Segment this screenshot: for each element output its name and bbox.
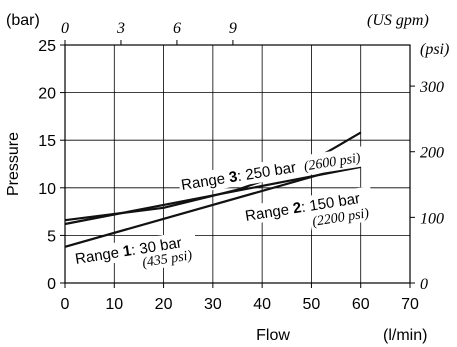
y-right-tick-label: 200 <box>420 145 444 162</box>
x-top-tick-label: 3 <box>116 20 125 37</box>
x-tick-label: 50 <box>303 296 321 313</box>
y-tick-label: 5 <box>47 228 56 245</box>
y-unit-label: (bar) <box>6 12 40 29</box>
range-2-sublabel-bg <box>308 202 383 231</box>
x-top-tick-label: 9 <box>229 20 237 37</box>
x-top-unit-label: (US gpm) <box>367 12 429 29</box>
y-tick-label: 0 <box>47 276 56 293</box>
range-1-label-bg <box>71 230 198 270</box>
x-top-tick-label: 0 <box>61 20 69 37</box>
range-3-label: Range 3: 250 bar (2600 psi) <box>177 142 392 196</box>
plot-frame <box>64 44 411 284</box>
y-tick-label: 15 <box>38 133 56 150</box>
x-tick-label: 70 <box>401 296 419 313</box>
y-tick-label: 10 <box>38 181 56 198</box>
y-tick-label: 20 <box>38 86 56 103</box>
y-axis-title: Pressure <box>5 132 22 196</box>
y-right-tick-label: 100 <box>420 210 444 227</box>
y-tick-label: 25 <box>38 38 56 55</box>
range-1-sublabel-bg <box>138 244 205 272</box>
y-right-tick-label: 300 <box>419 79 444 96</box>
range-2-label-bg <box>241 186 374 226</box>
range-1-label: Range 1: 30 bar <box>71 230 198 270</box>
x-tick-label: 30 <box>204 296 222 313</box>
x-axis-title: Flow <box>256 327 290 344</box>
x-tick-label: 40 <box>253 296 271 313</box>
y-right-tick-label: 0 <box>420 276 428 293</box>
x-tick-label: 10 <box>105 296 123 313</box>
y-right-unit-label: (psi) <box>420 41 449 58</box>
range-3-label-bg <box>177 142 392 196</box>
x-tick-label: 0 <box>61 296 70 313</box>
x-top-tick-label: 6 <box>173 20 181 37</box>
x-tick-label: 20 <box>155 296 173 313</box>
x-unit-label: (l/min) <box>383 327 427 344</box>
x-tick-label: 60 <box>352 296 370 313</box>
